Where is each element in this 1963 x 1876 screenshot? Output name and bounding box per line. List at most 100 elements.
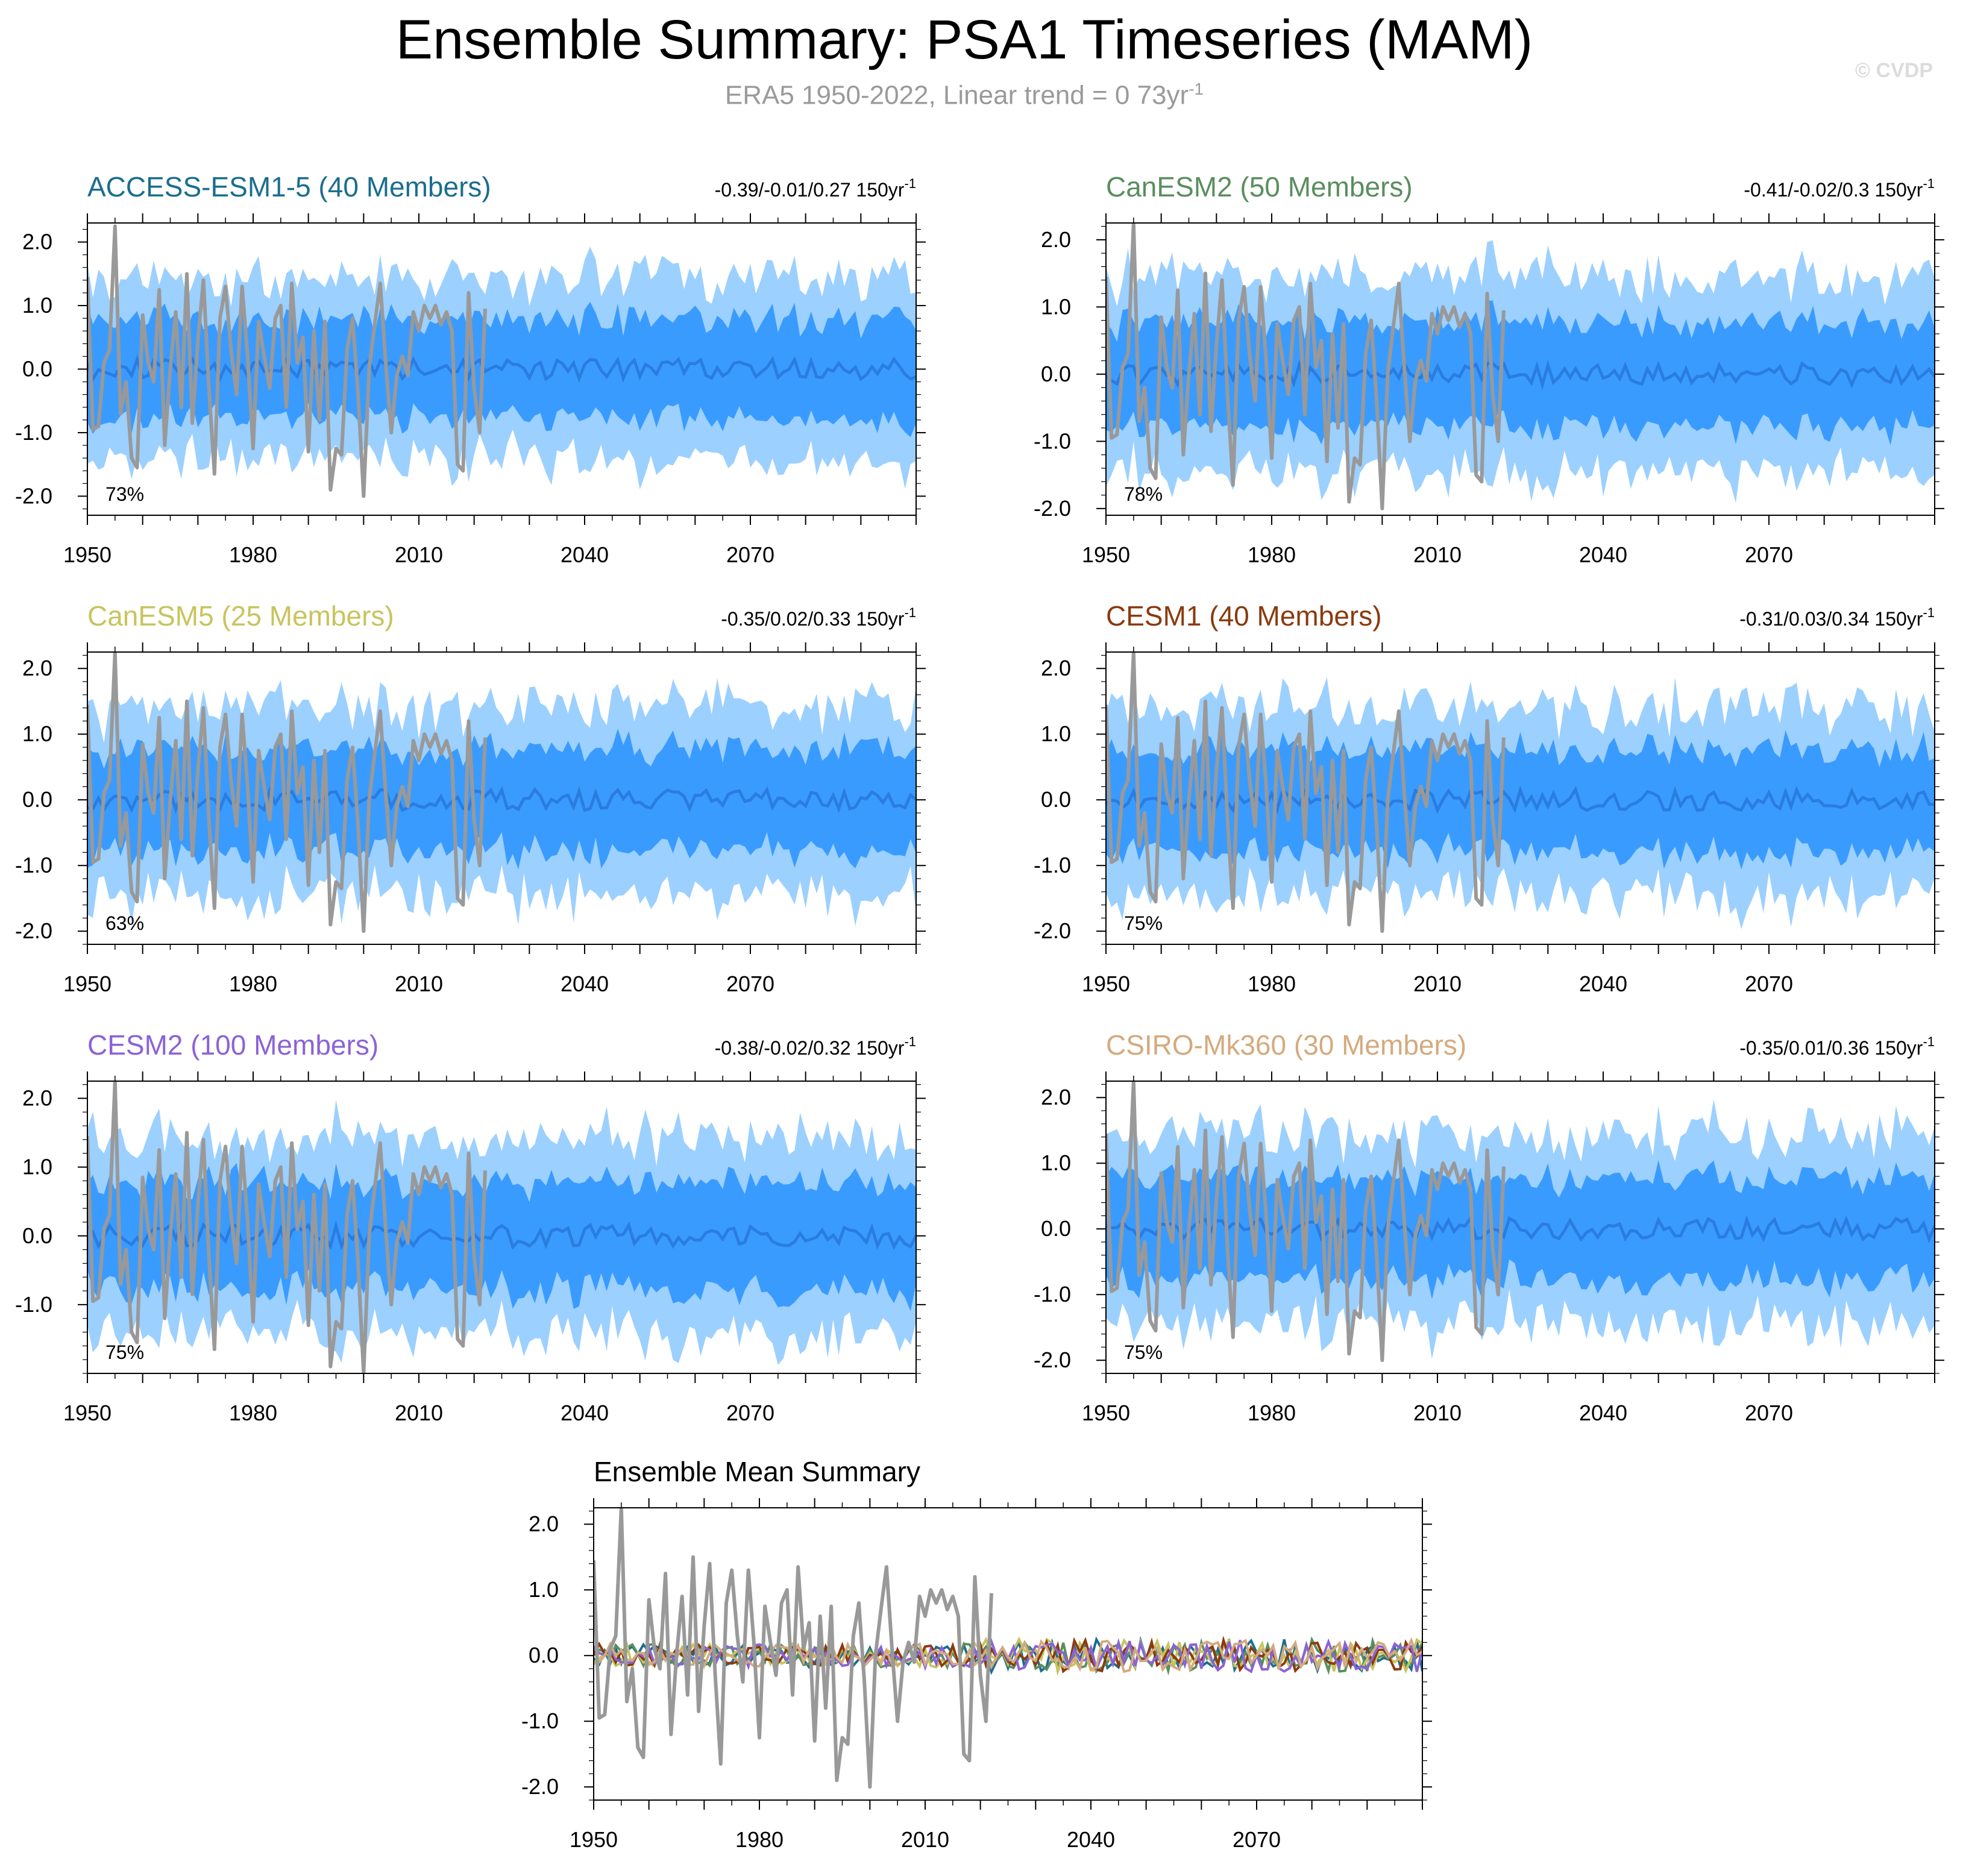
panel-2: CanESM5 (25 Members) -0.35/0.02/0.33 150y…	[15, 600, 926, 996]
y-tick-label: -2.0	[521, 1774, 559, 1799]
plot-area	[87, 224, 916, 498]
x-tick-label: 1980	[735, 1827, 784, 1852]
y-tick-label: -1.0	[15, 420, 52, 445]
y-tick-label: -1.0	[1034, 428, 1071, 453]
percentage-label: 63%	[105, 912, 144, 934]
trend-value: -0.38/-0.02/0.32 150yr	[715, 1037, 905, 1059]
percentage-label: 75%	[1124, 912, 1163, 934]
page-subtitle: ERA5 1950-2022, Linear trend = 0 73yr-1	[0, 80, 1929, 111]
cvdp-watermark: © CVDP	[1855, 59, 1933, 82]
x-tick-label: 2070	[1745, 1401, 1793, 1425]
panel-5: CSIRO-Mk360 (30 Members) -0.35/0.01/0.36 …	[1034, 1029, 1944, 1425]
x-tick-label: 1950	[63, 542, 111, 567]
y-tick-label: 2.0	[1041, 656, 1071, 680]
y-tick-label: 2.0	[1041, 227, 1071, 252]
trend-value: -0.39/-0.01/0.27 150yr	[715, 179, 905, 201]
plot-area	[594, 1508, 1422, 1789]
y-tick-label: 1.0	[1041, 294, 1071, 319]
y-tick-label: 2.0	[22, 230, 52, 254]
x-tick-label: 2040	[1579, 1401, 1627, 1425]
ensemble-mean-line	[1106, 359, 1935, 391]
trend-label: -0.38/-0.02/0.32 150yr-1	[715, 1034, 916, 1059]
x-tick-label: 2070	[1745, 542, 1793, 567]
ensemble-mean-line	[87, 354, 916, 383]
x-tick-label: 2010	[1413, 971, 1462, 996]
y-tick-label: 1.0	[1041, 721, 1071, 746]
x-tick-label: 1950	[63, 971, 111, 996]
x-tick-label: 1950	[1082, 1401, 1130, 1425]
trend-value: -0.35/0.01/0.36 150yr	[1739, 1037, 1923, 1059]
trend-superscript: -1	[1923, 1034, 1935, 1049]
y-tick-label: 0.0	[1041, 362, 1071, 386]
series-line-csiro-mk360	[594, 1637, 1422, 1674]
y-tick-label: 0.0	[1041, 787, 1071, 812]
y-tick-label: 1.0	[22, 293, 52, 318]
x-tick-label: 1950	[1082, 542, 1130, 567]
ensemble-mean-line	[1106, 1215, 1935, 1244]
observations-line	[87, 224, 487, 498]
y-tick-label: 2.0	[529, 1511, 559, 1536]
x-tick-label: 1950	[63, 1401, 111, 1425]
y-tick-label: -1.0	[15, 853, 52, 877]
y-tick-label: -1.0	[521, 1708, 559, 1733]
x-tick-label: 2070	[726, 1401, 774, 1425]
trend-label: -0.41/-0.02/0.3 150yr-1	[1744, 176, 1935, 201]
percentage-label: 73%	[105, 483, 144, 505]
x-tick-label: 1950	[1082, 971, 1130, 996]
y-tick-label: 2.0	[1041, 1085, 1071, 1109]
percentage-label: 78%	[1124, 483, 1163, 505]
trend-superscript: -1	[904, 1034, 916, 1049]
x-tick-label: 2010	[395, 542, 443, 567]
x-tick-label: 2010	[1413, 1401, 1462, 1425]
y-tick-label: 1.0	[529, 1577, 559, 1602]
y-tick-label: 0.0	[22, 787, 52, 812]
y-tick-label: -2.0	[1034, 918, 1071, 943]
observations-line	[87, 652, 487, 933]
trend-label: -0.31/0.03/0.34 150yr-1	[1739, 605, 1935, 630]
y-tick-label: 0.0	[22, 1223, 52, 1248]
x-tick-label: 2040	[1579, 542, 1627, 567]
x-tick-label: 2040	[561, 971, 609, 996]
y-tick-label: 0.0	[1041, 1216, 1071, 1241]
x-tick-label: 2010	[395, 1401, 443, 1425]
x-tick-label: 1980	[1248, 971, 1296, 996]
x-tick-label: 1950	[570, 1827, 618, 1852]
y-tick-label: 2.0	[22, 1086, 52, 1111]
trend-superscript: -1	[1923, 176, 1935, 191]
subtitle-superscript: -1	[1189, 80, 1204, 98]
x-tick-label: 2040	[561, 1401, 609, 1425]
series-line-cesm2	[594, 1637, 1422, 1674]
y-tick-label: -2.0	[15, 483, 52, 508]
trend-label: -0.39/-0.01/0.27 150yr-1	[715, 176, 916, 201]
observations-line	[1106, 652, 1506, 933]
x-tick-label: 2010	[395, 971, 443, 996]
subtitle-text: ERA5 1950-2022, Linear trend = 0 73yr	[724, 80, 1189, 110]
plot-area	[1106, 652, 1935, 933]
trend-value: -0.31/0.03/0.34 150yr	[1739, 608, 1923, 630]
trend-superscript: -1	[1923, 605, 1935, 620]
plot-area	[1106, 1081, 1935, 1363]
x-tick-label: 1980	[229, 1401, 277, 1425]
ensemble-mean-line	[87, 1220, 916, 1251]
trend-superscript: -1	[904, 176, 916, 191]
x-tick-label: 1980	[229, 542, 277, 567]
panel-title: CanESM5 (25 Members)	[87, 600, 394, 632]
ensemble-mean-line	[1106, 785, 1935, 815]
panel-title: CESM2 (100 Members)	[87, 1029, 378, 1061]
panel-1: CanESM2 (50 Members) -0.41/-0.02/0.3 150y…	[1034, 171, 1944, 567]
observations-line	[1106, 1081, 1506, 1363]
trend-label: -0.35/0.01/0.36 150yr-1	[1739, 1034, 1935, 1059]
y-tick-label: 1.0	[1041, 1150, 1071, 1175]
x-tick-label: 1980	[1248, 1401, 1296, 1425]
x-tick-label: 2070	[1745, 971, 1793, 996]
plot-area	[1106, 223, 1935, 510]
x-tick-label: 1980	[1248, 542, 1296, 567]
trend-value: -0.35/0.02/0.33 150yr	[721, 608, 905, 630]
panel-title: ACCESS-ESM1-5 (40 Members)	[87, 171, 491, 202]
panel-3: CESM1 (40 Members) -0.31/0.03/0.34 150yr-…	[1034, 600, 1944, 996]
plot-area	[87, 1081, 916, 1373]
x-tick-label: 2070	[1233, 1827, 1281, 1852]
plot-area	[87, 652, 916, 933]
panel-4: CESM2 (100 Members) -0.38/-0.02/0.32 150y…	[15, 1029, 926, 1425]
